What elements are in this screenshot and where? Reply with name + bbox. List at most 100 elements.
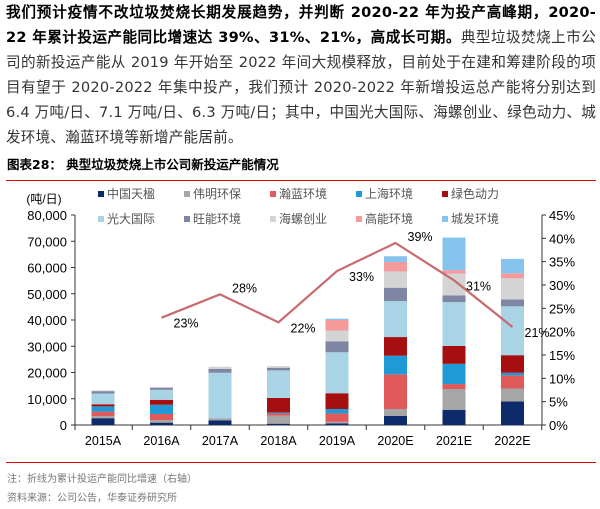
bar-segment <box>501 278 524 300</box>
bar-segment <box>501 388 524 402</box>
bar-segment <box>150 420 173 423</box>
legend-swatch <box>98 191 104 197</box>
line-data-label: 23% <box>174 317 199 331</box>
y2-tick-label: 10% <box>549 371 575 386</box>
growth-line <box>161 241 514 328</box>
bar-segment <box>501 273 524 279</box>
bar-segment <box>208 420 232 425</box>
bar-segment <box>501 375 524 389</box>
x-tick-label: 2017A <box>202 434 239 448</box>
bar-segment <box>91 406 115 412</box>
bar-segment <box>442 363 466 385</box>
bar-segment <box>501 401 524 425</box>
legend-swatch <box>270 216 276 222</box>
legend-label: 高能环境 <box>365 211 413 226</box>
y2-tick-label: 5% <box>549 395 568 410</box>
bar-segment <box>442 270 466 274</box>
legend-label: 伟明环保 <box>193 187 241 201</box>
bar-segment <box>267 413 290 416</box>
bar-segment <box>442 237 466 271</box>
bar-segment <box>384 261 407 272</box>
legend-swatch <box>184 191 190 197</box>
legend-label: 海螺创业 <box>279 211 327 226</box>
bar-segment <box>325 408 349 414</box>
y2-tick-label: 45% <box>549 208 575 223</box>
line-data-label: 31% <box>466 279 491 293</box>
bar-segment <box>442 389 466 410</box>
y-tick-label: 10,000 <box>27 392 67 407</box>
y-tick-label: 20,000 <box>27 366 67 381</box>
y-tick-label: 60,000 <box>27 261 67 276</box>
legend-label: 中国天楹 <box>107 186 155 201</box>
bar-segment <box>267 370 290 398</box>
bar-segment <box>150 413 173 421</box>
bar-segment <box>384 337 407 356</box>
legend-label: 光大国际 <box>107 212 155 226</box>
bar-segment <box>501 258 524 274</box>
y-tick-label: 0 <box>60 418 67 433</box>
stacked-bar-chart: (吨/日) 0 10,000 20,000 30,000 40,000 50,000 60,0… <box>26 186 575 448</box>
figure-title: 图表28： 典型垃圾焚烧上市公司新投运产能情况 <box>7 157 279 172</box>
y-tick-label: 70,000 <box>27 234 67 249</box>
bar-segment <box>325 318 349 320</box>
y-tick-label: 50,000 <box>27 287 67 302</box>
bar-segment <box>442 302 466 346</box>
y-tick-label: 30,000 <box>27 339 67 354</box>
legend-label: 旺能环境 <box>193 211 241 226</box>
legend-label: 瀚蓝环境 <box>279 186 327 201</box>
bar-segment <box>384 374 407 409</box>
bar-segment <box>91 391 115 394</box>
paragraph-bold: 我们预计疫情不改垃圾焚烧长期发展趋势，并判断 2020-22 年为投产高峰期，2… <box>6 4 596 46</box>
bar-segment <box>325 393 349 409</box>
x-tick-label: 2018A <box>260 434 297 448</box>
x-tick-label: 2019A <box>319 434 356 448</box>
bar-segment <box>501 299 524 307</box>
x-tick-label: 2020E <box>377 434 413 448</box>
bar-segment <box>208 366 232 369</box>
paragraph-regular: 典型垃圾焚烧上市公司的新投运产能从 2019 年开始至 2022 年间大规模释放… <box>6 29 596 146</box>
bar-segment <box>325 423 349 425</box>
bar-segment <box>442 345 466 364</box>
body-paragraph: 我们预计疫情不改垃圾焚烧长期发展趋势，并判断 2020-22 年为投产高峰期，2… <box>6 0 596 150</box>
bar-segment <box>91 393 115 405</box>
bar-segment <box>150 422 173 425</box>
legend-label: 绿色动力 <box>451 186 499 201</box>
y2-tick-label: 35% <box>549 255 575 270</box>
bar-segment <box>501 306 524 356</box>
bar-segment <box>91 390 115 392</box>
bar-segment <box>325 421 349 424</box>
line-data-label: 28% <box>232 281 257 295</box>
bar-segment <box>501 355 524 373</box>
legend-swatch <box>98 216 104 222</box>
title-divider <box>6 180 596 181</box>
bar-segment <box>325 320 349 331</box>
x-tick-label: 2022E <box>494 434 530 448</box>
chart-bottom-divider <box>6 462 596 463</box>
y2-tick-label: 20% <box>549 325 575 340</box>
bar-segment <box>384 271 407 288</box>
figure-source: 资料来源：公司公告，华泰证券研究所 <box>7 493 177 504</box>
y-tick-label: 40,000 <box>27 313 67 328</box>
bar-segment <box>442 295 466 303</box>
y2-tick-label: 40% <box>549 231 575 246</box>
bar-segment <box>325 352 349 394</box>
bar-segment <box>150 404 173 414</box>
y2-tick-label: 15% <box>549 348 575 363</box>
legend-swatch <box>184 216 190 222</box>
x-tick-label: 2016A <box>143 434 180 448</box>
bar-segment <box>442 409 466 425</box>
bar-segment <box>91 418 115 425</box>
line-data-label: 22% <box>291 321 316 335</box>
bar-segment <box>442 273 466 296</box>
legend-label: 城发环境 <box>451 211 499 226</box>
bar-segment <box>150 399 173 405</box>
bar-segment <box>384 301 407 338</box>
bar-segment <box>267 415 290 424</box>
line-data-label: 21% <box>525 326 550 340</box>
bar-segment <box>208 368 232 373</box>
bar-segment <box>325 330 349 342</box>
bar-segment <box>150 386 173 388</box>
bar-segment <box>442 384 466 390</box>
bar-segment <box>384 287 407 302</box>
legend-swatch <box>356 191 362 197</box>
